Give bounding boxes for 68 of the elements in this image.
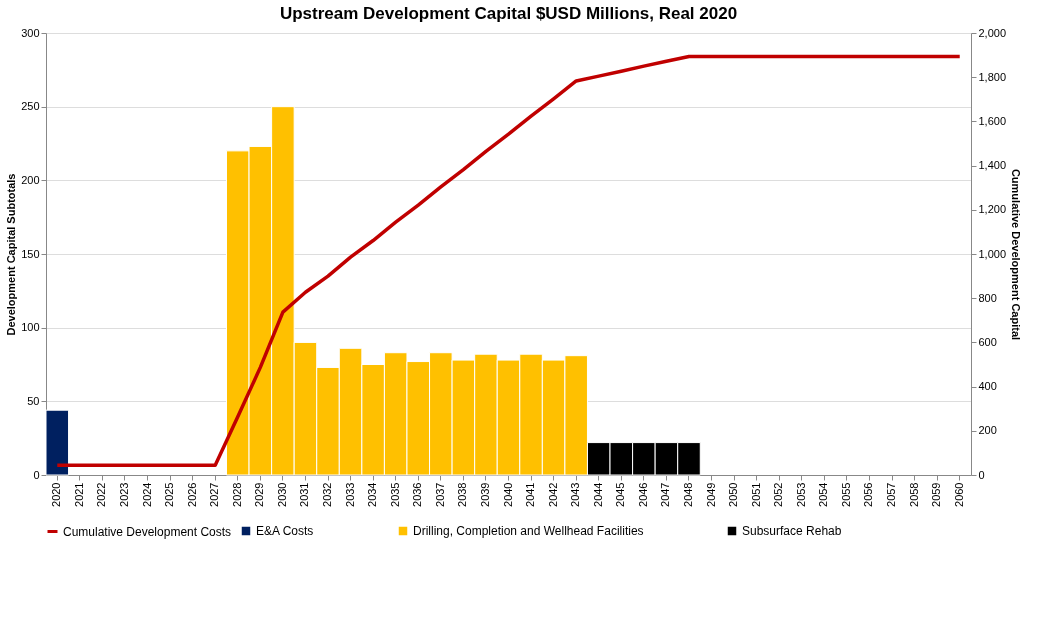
x-tick-label: 2053 xyxy=(794,482,807,507)
x-tick-label: 2028 xyxy=(230,482,243,507)
x-tick-label: 2039 xyxy=(478,482,491,507)
y2-tick-label: 200 xyxy=(978,424,997,437)
x-tick-label: 2020 xyxy=(50,482,63,507)
y2-tick-label: 0 xyxy=(978,468,985,481)
legend-label: Drilling, Completion and Wellhead Facilities xyxy=(413,524,644,538)
x-tick-label: 2041 xyxy=(524,482,537,507)
x-tick-label: 2044 xyxy=(591,482,604,507)
x-tick-label: 2027 xyxy=(208,482,221,507)
x-tick-label: 2054 xyxy=(817,482,830,507)
x-tick-label: 2059 xyxy=(930,482,943,507)
y2-tick-label: 400 xyxy=(978,380,997,393)
x-tick-label: 2021 xyxy=(72,482,85,507)
x-tick-label: 2022 xyxy=(95,482,108,507)
legend-label: E&A Costs xyxy=(256,524,314,538)
x-tick-label: 2035 xyxy=(388,482,401,507)
chart-title: Upstream Development Capital $USD Millions, Real 2020 xyxy=(279,4,738,23)
x-tick-label: 2033 xyxy=(343,482,356,507)
x-tick-label: 2042 xyxy=(546,482,559,507)
y-tick-label: 200 xyxy=(21,173,40,186)
y2-tick-label: 2,000 xyxy=(978,26,1007,39)
x-tick-label: 2050 xyxy=(727,482,740,507)
y-tick-label: 0 xyxy=(33,468,40,481)
x-tick-label: 2056 xyxy=(862,482,875,507)
x-tick-label: 2052 xyxy=(772,482,785,507)
x-tick-label: 2034 xyxy=(366,482,379,507)
x-tick-label: 2032 xyxy=(321,482,334,507)
y-tick-label: 50 xyxy=(27,394,40,407)
x-tick-label: 2024 xyxy=(140,482,153,507)
x-tick-label: 2057 xyxy=(885,482,898,507)
x-tick-label: 2031 xyxy=(298,482,311,507)
x-tick-label: 2029 xyxy=(253,482,266,507)
y2-tick-label: 1,400 xyxy=(978,159,1007,172)
x-tick-label: 2045 xyxy=(614,482,627,507)
x-tick-label: 2049 xyxy=(704,482,717,507)
y-tick-label: 150 xyxy=(21,247,40,260)
x-tick-label: 2037 xyxy=(433,482,446,507)
y-tick-label: 250 xyxy=(21,100,40,113)
y-tick-label: 300 xyxy=(21,26,40,39)
x-tick-label: 2040 xyxy=(501,482,514,507)
x-tick-label: 2048 xyxy=(681,482,694,507)
x-tick-label: 2043 xyxy=(569,482,582,507)
y2-tick-label: 600 xyxy=(978,335,997,348)
x-tick-label: 2036 xyxy=(411,482,424,507)
y-axis-title: Development Capital Subtotals xyxy=(5,173,18,336)
y2-tick-label: 1,000 xyxy=(978,247,1007,260)
line-series xyxy=(55,54,962,468)
x-tick-label: 2051 xyxy=(749,482,762,507)
legend-label: Subsurface Rehab xyxy=(742,524,842,538)
bar xyxy=(45,409,70,476)
x-tick-label: 2046 xyxy=(636,482,649,507)
x-tick-label: 2026 xyxy=(185,482,198,507)
legend-label: Cumulative Development Costs xyxy=(63,524,232,539)
y2-tick-label: 1,800 xyxy=(978,70,1007,83)
x-tick-label: 2047 xyxy=(659,482,672,507)
x-tick-label: 2060 xyxy=(952,482,965,507)
x-tick-label: 2030 xyxy=(275,482,288,507)
x-tick-label: 2038 xyxy=(456,482,469,507)
y2-tick-label: 800 xyxy=(978,291,997,304)
x-tick-label: 2023 xyxy=(117,482,130,507)
x-tick-label: 2058 xyxy=(907,482,920,507)
y2-tick-label: 1,600 xyxy=(978,114,1007,127)
y2-axis-title: Cumulative Development Capital xyxy=(1010,168,1023,341)
y-tick-label: 100 xyxy=(21,321,40,334)
x-tick-label: 2025 xyxy=(163,482,176,507)
y2-tick-label: 1,200 xyxy=(978,203,1007,216)
x-tick-label: 2055 xyxy=(839,482,852,507)
